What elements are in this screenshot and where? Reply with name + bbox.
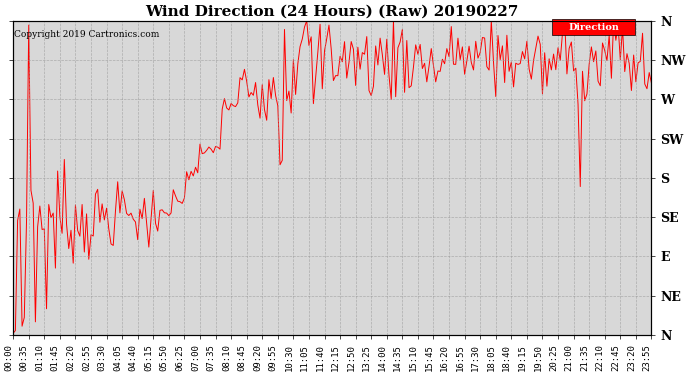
Bar: [553, 19, 635, 35]
Title: Wind Direction (24 Hours) (Raw) 20190227: Wind Direction (24 Hours) (Raw) 20190227: [146, 4, 519, 18]
Text: Direction: Direction: [569, 22, 620, 32]
Text: Copyright 2019 Cartronics.com: Copyright 2019 Cartronics.com: [14, 30, 160, 39]
